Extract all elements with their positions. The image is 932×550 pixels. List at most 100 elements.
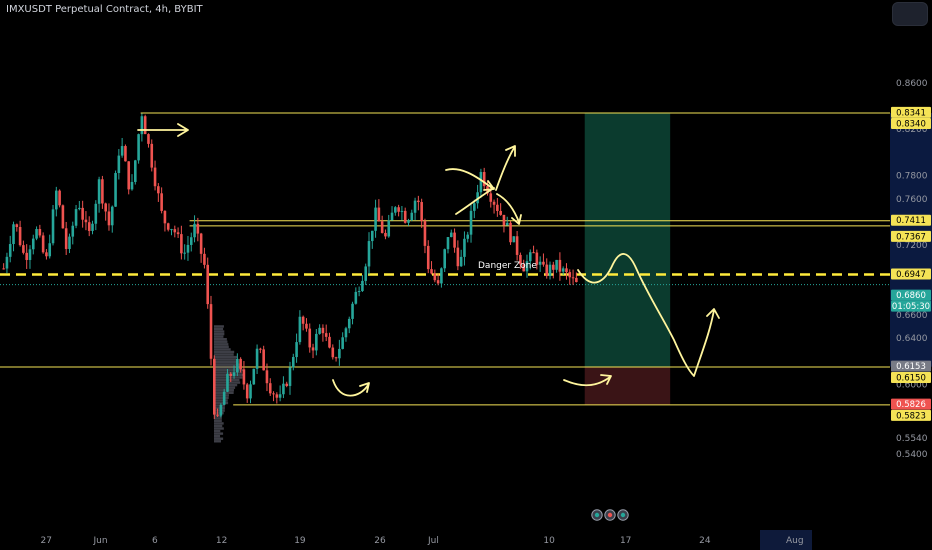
volume-profile-bar xyxy=(214,422,224,424)
event-marker-icon xyxy=(595,513,599,517)
volume-profile-bar xyxy=(214,425,222,427)
candle-body xyxy=(322,328,325,333)
volume-profile-bar xyxy=(214,335,223,337)
candle-body xyxy=(141,116,144,134)
candle-body xyxy=(355,292,358,304)
candle-body xyxy=(226,374,229,392)
price-label: 0.7411 xyxy=(896,216,926,226)
candle-body xyxy=(499,211,502,215)
volume-profile-bar xyxy=(214,366,239,368)
candle-body xyxy=(387,220,390,236)
candle-body xyxy=(249,384,252,398)
candle-body xyxy=(98,179,101,204)
candle-body xyxy=(430,269,433,273)
candle-body xyxy=(295,342,298,357)
candle-body xyxy=(220,405,223,416)
candle-body xyxy=(22,245,25,253)
x-tick-label: 24 xyxy=(699,536,711,546)
candle-body xyxy=(328,337,331,348)
y-tick-label: 0.8600 xyxy=(896,79,928,89)
chart-settings-button[interactable] xyxy=(892,2,928,26)
candle-body xyxy=(302,317,305,324)
candle-body xyxy=(266,370,269,383)
candle-body xyxy=(75,209,78,226)
price-label: 0.8341 xyxy=(896,108,926,118)
volume-profile-bar xyxy=(214,432,223,434)
y-tick-label: 0.7200 xyxy=(896,241,928,251)
candle-body xyxy=(539,262,542,265)
candle-body xyxy=(216,415,219,416)
candle-body xyxy=(368,241,371,266)
x-tick-label: 10 xyxy=(543,536,555,546)
candle-body xyxy=(32,239,35,250)
candle-body xyxy=(450,233,453,237)
candle-body xyxy=(91,224,94,231)
y-tick-label: 0.5400 xyxy=(896,450,928,460)
y-tick-label: 0.5540 xyxy=(896,434,928,444)
candle-body xyxy=(407,220,410,223)
candle-body xyxy=(229,374,232,376)
candle-body xyxy=(68,237,71,249)
candle-body xyxy=(552,265,555,270)
x-tick-label: 17 xyxy=(620,536,631,546)
candle-body xyxy=(384,233,387,236)
candle-body xyxy=(374,208,377,231)
candle-body xyxy=(463,239,466,257)
candle-body xyxy=(256,349,259,369)
candle-body xyxy=(575,278,578,282)
candle-body xyxy=(460,257,463,266)
price-label: 01:05:30 xyxy=(892,302,930,312)
volume-profile-bar xyxy=(214,358,236,360)
candle-body xyxy=(200,234,203,254)
candle-body xyxy=(58,191,61,206)
candle-body xyxy=(371,231,374,241)
price-label: 0.8340 xyxy=(896,119,926,129)
candle-body xyxy=(210,304,213,359)
volume-profile-bar xyxy=(214,341,227,343)
candle-body xyxy=(513,236,516,242)
y-tick-label: 0.7600 xyxy=(896,195,928,205)
candle-body xyxy=(529,252,532,261)
candle-body xyxy=(45,252,48,256)
candle-body xyxy=(361,281,364,291)
candle-body xyxy=(335,357,338,358)
candle-body xyxy=(2,268,5,269)
candle-body xyxy=(147,134,150,144)
volume-profile-bar xyxy=(214,430,220,432)
candle-body xyxy=(121,146,124,156)
volume-profile-bar xyxy=(214,420,222,422)
candle-body xyxy=(203,254,206,265)
price-label: 0.6153 xyxy=(896,362,926,372)
y-tick-label: 0.7800 xyxy=(896,172,928,182)
candle-body xyxy=(29,249,32,260)
volume-profile-bar xyxy=(214,351,234,353)
candle-body xyxy=(427,246,430,269)
volume-profile-bar xyxy=(214,435,220,437)
candle-body xyxy=(509,223,512,242)
candle-body xyxy=(299,317,302,342)
candle-body xyxy=(364,266,367,280)
volume-profile-bar xyxy=(214,330,224,332)
candle-body xyxy=(167,223,170,229)
candle-body xyxy=(144,116,147,134)
candle-body xyxy=(154,168,157,187)
candle-body xyxy=(35,229,38,239)
candle-body xyxy=(381,221,384,233)
volume-profile-bar xyxy=(214,407,225,409)
candle-body xyxy=(85,220,88,223)
candle-body xyxy=(213,359,216,415)
candle-body xyxy=(285,384,288,386)
candle-body xyxy=(401,211,404,212)
volume-profile-bar xyxy=(214,386,235,388)
volume-profile-bar xyxy=(214,356,237,358)
candle-body xyxy=(568,272,571,277)
candle-body xyxy=(453,233,456,248)
candle-body xyxy=(289,367,292,386)
candle-body xyxy=(81,208,84,220)
candle-body xyxy=(345,328,348,337)
candle-body xyxy=(65,228,68,249)
candle-body xyxy=(394,207,397,212)
volume-profile-bar xyxy=(214,394,229,396)
volume-profile-bar xyxy=(214,343,228,345)
